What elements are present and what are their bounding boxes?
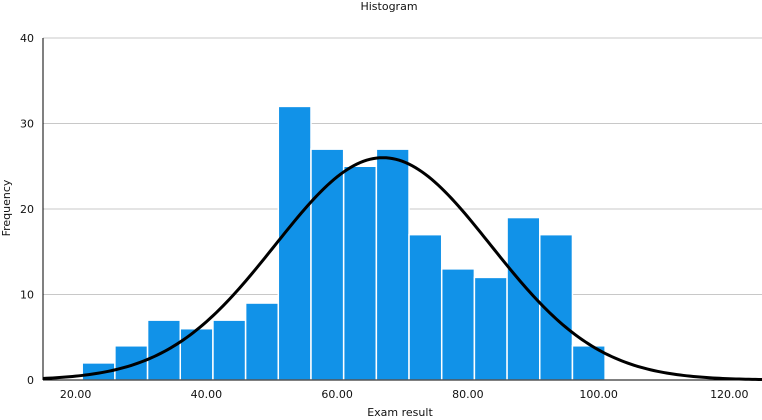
histogram-bar: [244, 302, 280, 381]
curve-layer: [42, 156, 762, 382]
y-tick-label: 30: [20, 118, 34, 131]
histogram-bar: [310, 148, 345, 381]
histogram-bar: [408, 233, 443, 381]
x-tick-label: 100.00: [579, 388, 618, 401]
y-tick-label: 40: [20, 32, 34, 45]
histogram-bar: [375, 148, 410, 381]
histogram-bar: [179, 327, 214, 381]
y-tick-layer: 0 10 20 30 40: [20, 32, 34, 387]
y-tick-label: 20: [20, 203, 34, 216]
x-tick-label: 60.00: [321, 388, 353, 401]
histogram-bar: [212, 319, 247, 381]
axis-layer: [42, 38, 762, 381]
y-axis-label: Frequency: [0, 179, 13, 236]
x-tick-label: 80.00: [452, 388, 484, 401]
histogram-bar: [277, 105, 312, 381]
bars-layer: [81, 105, 606, 381]
x-tick-label: 40.00: [191, 388, 223, 401]
x-tick-label: 20.00: [60, 388, 92, 401]
histogram-bar: [342, 165, 378, 381]
x-tick-layer: 20.00 40.00 60.00 80.00 100.00 120.00: [60, 388, 749, 401]
normal-curve: [42, 156, 762, 382]
y-tick-label: 10: [20, 289, 34, 302]
y-tick-label: 0: [27, 374, 34, 387]
x-axis-label: Exam result: [367, 406, 433, 419]
x-tick-label: 120.00: [710, 388, 749, 401]
histogram-bar: [440, 268, 476, 381]
chart-title: Histogram: [360, 0, 417, 13]
histogram-bar: [473, 276, 508, 381]
